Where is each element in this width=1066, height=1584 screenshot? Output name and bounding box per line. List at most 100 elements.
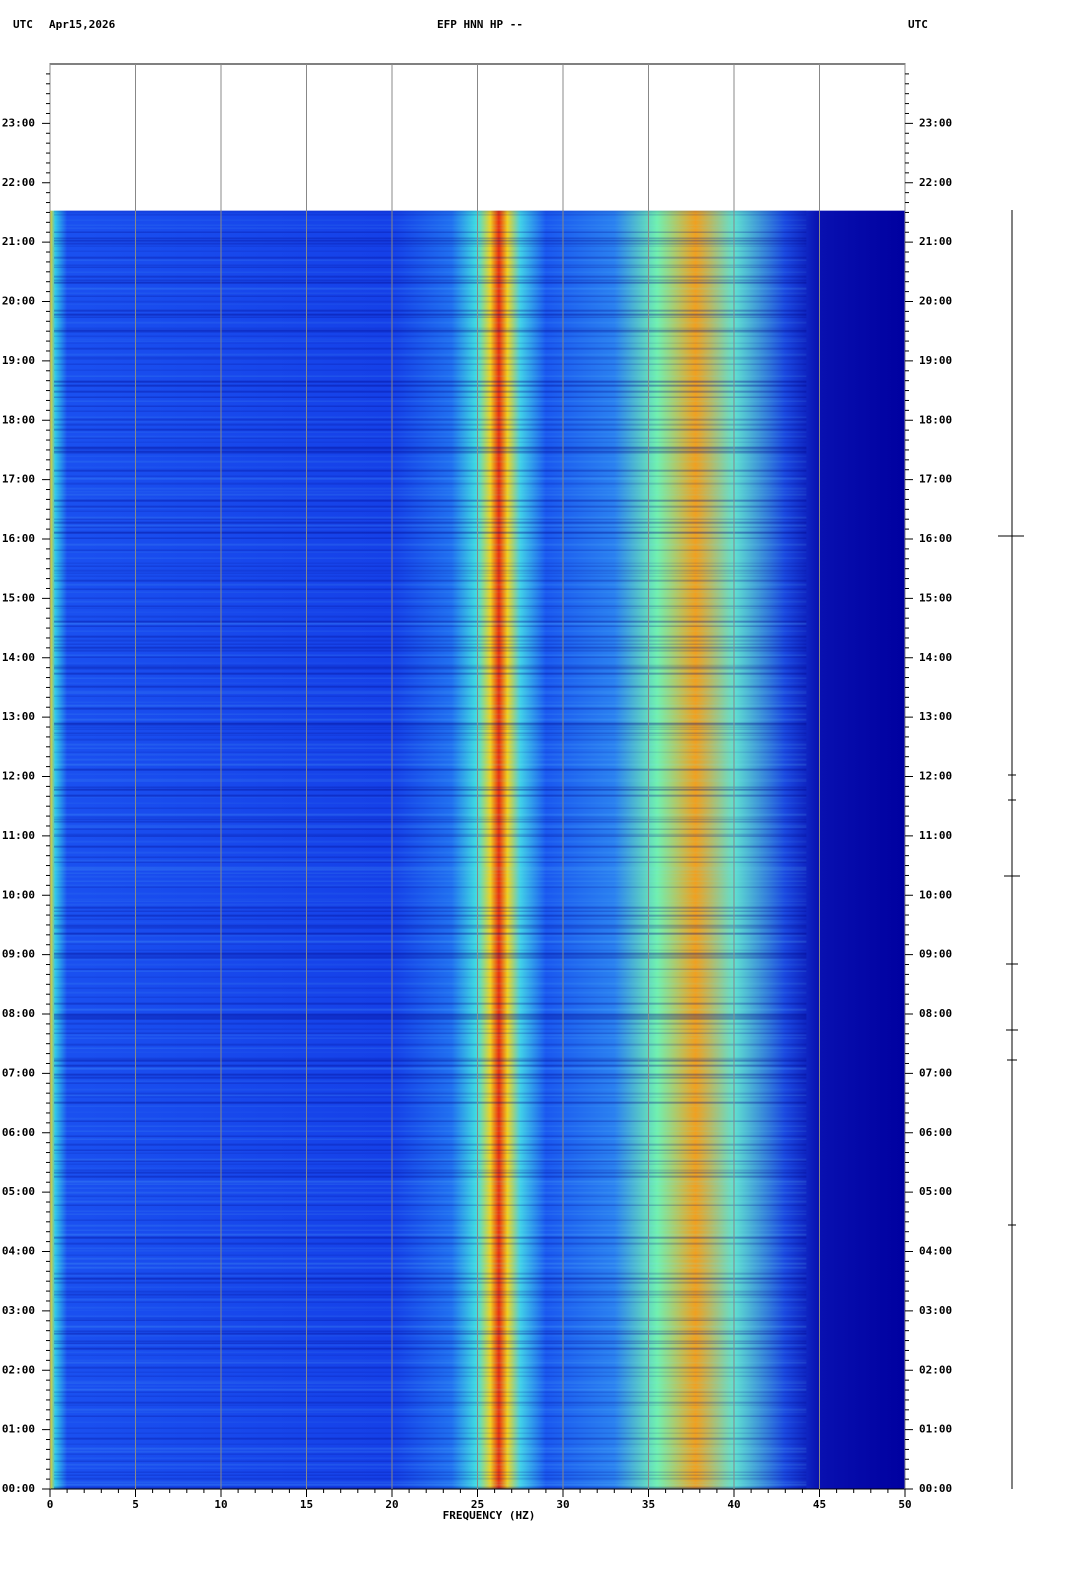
streak	[54, 1277, 807, 1280]
streak	[54, 1315, 807, 1317]
streak	[54, 600, 807, 603]
streak	[54, 331, 807, 333]
streak	[54, 818, 807, 820]
streak	[54, 1411, 807, 1413]
streak	[54, 1427, 807, 1429]
streak	[54, 1249, 807, 1252]
y-tick-label-left: 16:00	[2, 532, 35, 545]
streak	[54, 1332, 807, 1335]
streak	[54, 677, 807, 679]
streak	[54, 1342, 807, 1344]
streak	[54, 704, 807, 707]
y-tick-label-left: 18:00	[2, 413, 35, 426]
streak	[54, 753, 807, 756]
streak	[54, 949, 807, 951]
streak	[54, 524, 807, 527]
streak	[54, 1210, 807, 1212]
streak	[54, 1143, 807, 1146]
streak	[54, 597, 807, 599]
streak	[54, 1002, 807, 1005]
y-tick-label-right: 05:00	[919, 1185, 952, 1198]
streak	[54, 620, 807, 623]
streak	[54, 521, 807, 524]
streak	[54, 551, 807, 553]
streak	[54, 934, 807, 937]
streak	[54, 1447, 807, 1450]
streak	[54, 1094, 807, 1096]
streak	[54, 256, 807, 259]
streak	[54, 1059, 807, 1062]
y-tick-label-left: 14:00	[2, 651, 35, 664]
streak	[54, 1200, 807, 1203]
streak	[54, 1158, 807, 1161]
streak	[54, 1015, 807, 1018]
streak	[54, 416, 807, 418]
streak	[54, 991, 807, 994]
streak	[54, 1421, 807, 1423]
streak	[54, 672, 807, 675]
y-tick-label-right: 16:00	[919, 532, 952, 545]
streak	[54, 1463, 807, 1466]
streak	[54, 1175, 807, 1178]
streak	[54, 1120, 807, 1122]
streak	[54, 1286, 807, 1288]
streak	[54, 639, 807, 642]
y-tick-label-right: 08:00	[919, 1007, 952, 1020]
streak	[54, 662, 807, 664]
streak	[54, 405, 807, 407]
y-tick-label-left: 17:00	[2, 473, 35, 486]
streak	[54, 666, 807, 669]
streak	[54, 497, 807, 499]
streak	[54, 1319, 807, 1321]
streak	[54, 758, 807, 761]
y-tick-label-right: 12:00	[919, 770, 952, 783]
streak	[54, 1013, 807, 1016]
y-tick-label-right: 01:00	[919, 1423, 952, 1436]
streak	[54, 231, 807, 233]
streak	[54, 565, 807, 567]
streak	[54, 728, 807, 730]
streak	[54, 579, 807, 582]
streak	[54, 448, 807, 450]
streak	[54, 654, 807, 656]
streak	[54, 1395, 807, 1397]
y-tick-label-left: 03:00	[2, 1304, 35, 1317]
streak	[54, 734, 807, 736]
streak	[54, 605, 807, 607]
streak	[54, 682, 807, 684]
y-tick-label-left: 23:00	[2, 116, 35, 129]
streak	[54, 455, 807, 457]
streak	[54, 490, 807, 493]
streak	[54, 418, 807, 421]
streak	[54, 722, 807, 725]
streak	[54, 327, 807, 329]
streak	[54, 1309, 807, 1311]
streak	[54, 1334, 807, 1337]
streak	[54, 1347, 807, 1350]
y-tick-label-right: 04:00	[919, 1245, 952, 1258]
streak	[54, 1082, 807, 1084]
streak	[54, 507, 807, 509]
streak	[54, 1437, 807, 1440]
streak	[54, 338, 807, 340]
streak	[54, 375, 807, 377]
streak	[54, 914, 807, 917]
chart-title: EFP HNN HP --	[437, 18, 523, 31]
streak	[54, 751, 807, 753]
streak	[54, 1361, 807, 1364]
streak	[54, 1404, 807, 1406]
y-tick-label-right: 21:00	[919, 235, 952, 248]
streak	[54, 1254, 807, 1256]
y-tick-label-right: 07:00	[919, 1066, 952, 1079]
streak	[54, 329, 807, 332]
streak	[54, 1483, 807, 1486]
right-scale	[998, 210, 1024, 1489]
y-tick-label-right: 18:00	[919, 413, 952, 426]
streak	[54, 763, 807, 766]
streak	[54, 646, 807, 649]
streak	[54, 1453, 807, 1455]
streak	[54, 475, 807, 477]
streak	[54, 840, 807, 843]
streak	[54, 266, 807, 268]
